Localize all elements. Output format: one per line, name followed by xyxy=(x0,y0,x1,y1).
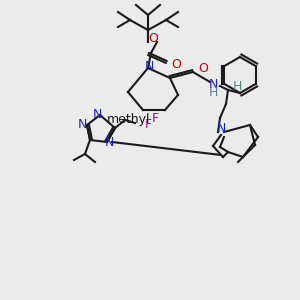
Text: F: F xyxy=(144,118,152,131)
Text: methyl: methyl xyxy=(107,113,151,127)
Text: H: H xyxy=(233,80,242,92)
Text: N: N xyxy=(104,136,114,149)
Text: H: H xyxy=(208,85,218,98)
Text: N: N xyxy=(92,109,102,122)
Text: N: N xyxy=(77,118,87,131)
Text: N: N xyxy=(144,59,154,73)
Text: F: F xyxy=(152,112,159,124)
Text: O: O xyxy=(171,58,181,71)
Text: N: N xyxy=(216,122,226,136)
Text: N: N xyxy=(208,77,218,91)
Text: O: O xyxy=(148,32,158,46)
Text: O: O xyxy=(198,61,208,74)
